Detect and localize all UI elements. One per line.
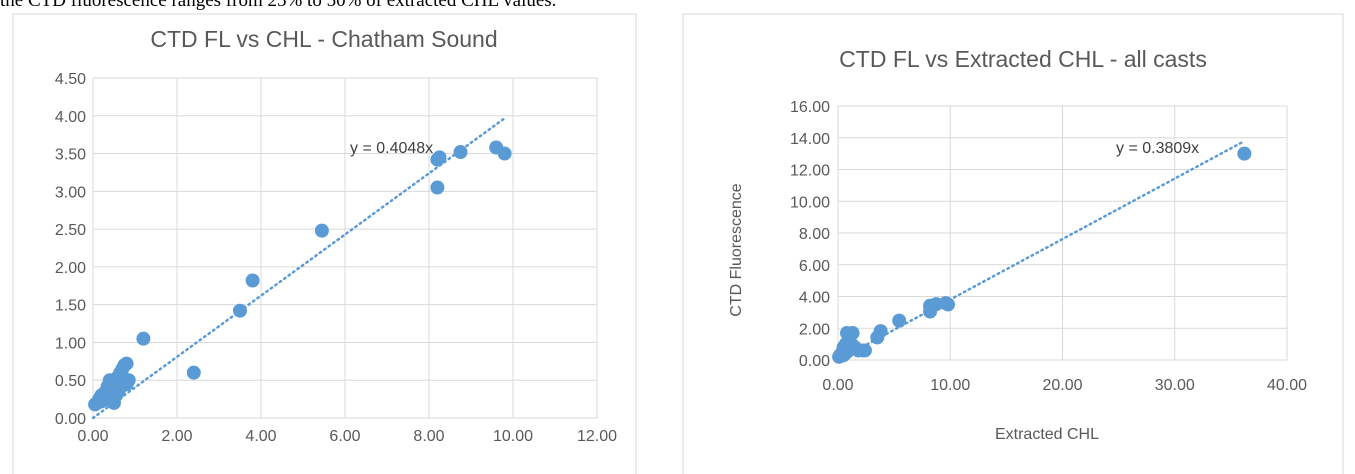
y-tick-label: 0.00 [55,411,86,428]
y-tick-label: 3.00 [55,184,86,201]
y-tick-label: 16.00 [790,99,830,116]
y-tick-label: 4.00 [55,109,86,126]
data-point [432,150,447,165]
data-point [233,303,247,318]
y-tick-label: 14.00 [790,131,830,148]
y-tick-label: 2.00 [799,321,830,338]
y-tick-label: 10.00 [790,194,830,211]
x-tick-label: 4.00 [245,428,276,445]
data-point [430,180,445,195]
grid-lines [92,77,598,419]
grid-lines [837,105,1288,361]
data-point [857,343,872,358]
document-text-line: the CTD fluorescence ranges from 25% to … [0,0,557,11]
data-point [453,145,468,160]
y-tick-label: 6.00 [799,258,830,275]
data-point [497,146,512,161]
y-axis-tick-labels: 0.00 2.00 4.00 6.00 8.00 10.00 12.00 14.00 16.00 [790,99,830,370]
x-tick-label: 0.00 [77,428,108,445]
x-tick-label: 10.00 [493,428,533,445]
y-tick-label: 0.00 [799,353,830,370]
chart-all-casts: CTD FL vs Extracted CHL - all casts 0.00… [682,13,1344,474]
y-axis-title: CTD Fluorescence [728,183,745,316]
data-point [873,324,888,339]
x-tick-label: 6.00 [329,428,360,445]
x-tick-label: 0.00 [822,377,853,394]
data-point [941,297,956,312]
y-tick-label: 4.00 [799,290,830,307]
chart-chatham-sound: CTD FL vs CHL - Chatham Sound 0.00 0.50 1.… [12,13,637,474]
data-point [892,313,907,328]
x-tick-label: 30.00 [1155,377,1195,394]
data-point [119,356,134,371]
chart-title: CTD FL vs CHL - Chatham Sound [150,26,497,52]
x-axis-tick-labels: 0.00 10.00 20.00 30.00 40.00 [822,377,1307,394]
data-point [845,326,860,341]
y-tick-label: 2.50 [55,222,86,239]
x-axis-tick-labels: 0.00 2.00 4.00 6.00 8.00 10.00 12.00 [77,428,617,445]
y-tick-label: 0.50 [55,373,86,390]
x-tick-label: 8.00 [413,428,444,445]
y-tick-label: 2.00 [55,260,86,277]
trendline [91,117,506,420]
x-tick-label: 2.00 [161,428,192,445]
y-axis-tick-labels: 0.00 0.50 1.00 1.50 2.00 2.50 3.00 3.50 4.00 4.50 [55,71,86,428]
data-point [245,273,260,288]
data-point [136,331,151,346]
y-tick-label: 12.00 [790,163,830,180]
data-points [88,140,512,412]
data-point [121,373,136,388]
chart-frame [682,13,1344,474]
data-point [1237,146,1252,161]
y-tick-label: 3.50 [55,147,86,164]
y-tick-label: 1.50 [55,298,86,315]
trendline-equation-label: y = 0.3809x [1116,140,1199,157]
chart-title: CTD FL vs Extracted CHL - all casts [839,46,1207,72]
y-tick-label: 8.00 [799,226,830,243]
trendline-equation-label: y = 0.4048x [350,140,433,157]
y-tick-label: 1.00 [55,335,86,352]
x-tick-label: 20.00 [1042,377,1082,394]
data-point [186,365,201,380]
data-points [832,146,1252,364]
x-tick-label: 40.00 [1267,377,1307,394]
y-tick-label: 4.50 [55,71,86,88]
data-point [314,223,329,238]
x-tick-label: 10.00 [930,377,970,394]
x-tick-label: 12.00 [577,428,617,445]
x-axis-title: Extracted CHL [995,426,1099,443]
